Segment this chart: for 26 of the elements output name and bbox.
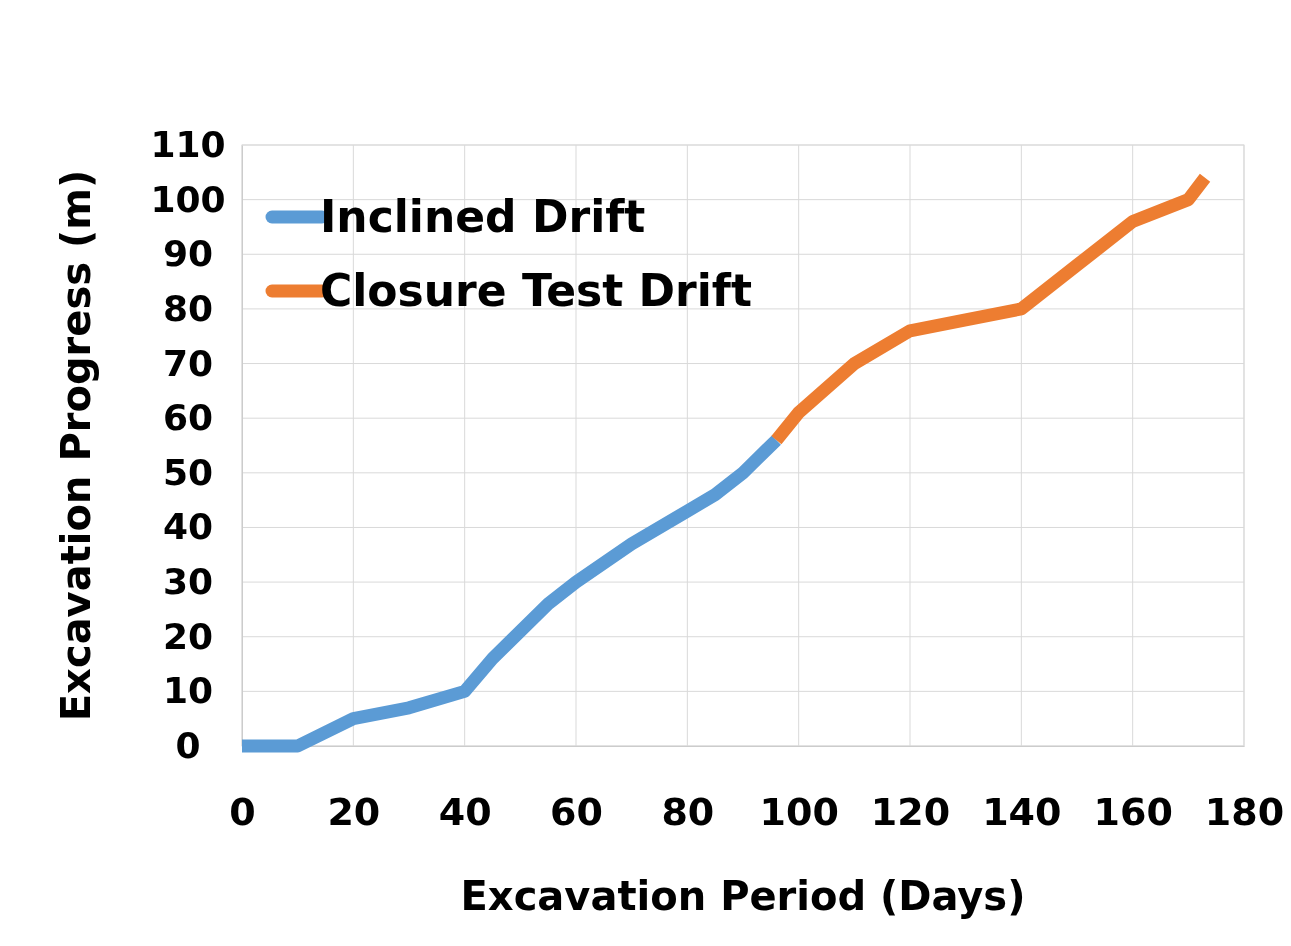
y-tick-label: 10 bbox=[162, 670, 214, 712]
y-tick-label: 20 bbox=[162, 615, 214, 657]
x-tick-label: 20 bbox=[327, 789, 381, 834]
y-tick-label: 50 bbox=[162, 451, 214, 493]
x-tick-label: 40 bbox=[438, 789, 492, 834]
y-tick-label: 100 bbox=[150, 178, 226, 220]
x-tick-label: 140 bbox=[982, 789, 1062, 834]
x-tick-label: 0 bbox=[229, 789, 256, 834]
x-tick-label: 180 bbox=[1204, 789, 1285, 834]
y-tick-label: 80 bbox=[162, 287, 214, 329]
x-tick-label: 160 bbox=[1093, 789, 1173, 834]
x-tick-label: 80 bbox=[661, 789, 715, 834]
x-tick-label: 120 bbox=[870, 789, 951, 834]
y-tick-label: 60 bbox=[162, 397, 214, 439]
x-tick-label: 100 bbox=[759, 789, 839, 834]
legend-label: Inclined Drift bbox=[320, 191, 646, 243]
y-tick-label: 40 bbox=[162, 506, 214, 548]
y-axis-title: Excavation Progress (m) bbox=[53, 169, 99, 722]
legend-label: Closure Test Drift bbox=[320, 265, 753, 317]
x-tick-label: 60 bbox=[550, 789, 603, 834]
x-axis-title: Excavation Period (Days) bbox=[460, 873, 1026, 919]
y-tick-label: 90 bbox=[162, 233, 214, 275]
y-tick-label: 70 bbox=[162, 342, 214, 384]
y-tick-label: 30 bbox=[162, 561, 214, 603]
y-tick-label: 110 bbox=[150, 124, 226, 166]
y-tick-label: 0 bbox=[175, 725, 201, 767]
